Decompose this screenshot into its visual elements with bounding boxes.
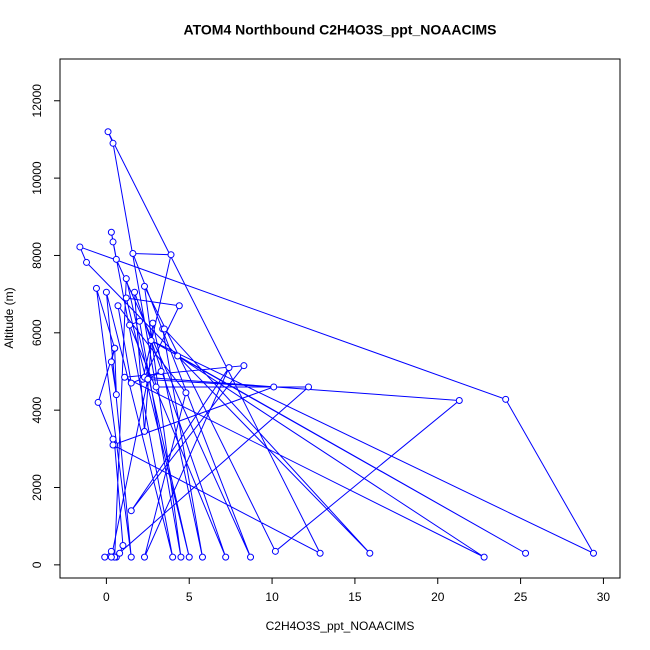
data-point bbox=[182, 389, 190, 397]
x-tick-label: 15 bbox=[348, 590, 362, 604]
data-point bbox=[136, 317, 144, 325]
data-point bbox=[240, 362, 248, 370]
data-point bbox=[185, 553, 193, 561]
y-tick-label: 12000 bbox=[30, 84, 44, 118]
data-point bbox=[198, 553, 206, 561]
data-point bbox=[129, 250, 137, 258]
data-point bbox=[167, 251, 175, 259]
data-point bbox=[76, 243, 84, 251]
data-point bbox=[121, 373, 129, 381]
y-axis-label: Altitude (m) bbox=[2, 287, 16, 348]
data-point bbox=[109, 435, 117, 443]
x-tick-label: 10 bbox=[265, 590, 279, 604]
data-point bbox=[94, 398, 102, 406]
data-point bbox=[102, 288, 110, 296]
data-point bbox=[127, 553, 135, 561]
data-point bbox=[502, 395, 510, 403]
y-tick-label: 2000 bbox=[30, 474, 44, 501]
data-point bbox=[366, 549, 374, 557]
data-point bbox=[480, 553, 488, 561]
data-point bbox=[175, 302, 183, 310]
x-tick-label: 30 bbox=[597, 590, 611, 604]
data-point bbox=[147, 337, 155, 345]
data-point bbox=[169, 553, 177, 561]
data-point bbox=[109, 238, 117, 246]
data-point bbox=[160, 325, 168, 333]
data-point bbox=[225, 364, 233, 372]
data-point bbox=[114, 302, 122, 310]
data-point bbox=[222, 553, 230, 561]
data-point bbox=[126, 321, 134, 329]
x-tick-label: 25 bbox=[514, 590, 528, 604]
data-point bbox=[455, 396, 463, 404]
data-point bbox=[140, 553, 148, 561]
data-point bbox=[112, 391, 120, 399]
data-point bbox=[122, 275, 130, 283]
data-point bbox=[589, 549, 597, 557]
data-point bbox=[316, 549, 324, 557]
y-tick-label: 10000 bbox=[30, 161, 44, 195]
data-point bbox=[112, 255, 120, 263]
data-point bbox=[116, 549, 124, 557]
data-point bbox=[157, 367, 165, 375]
data-point bbox=[122, 294, 130, 302]
data-point bbox=[271, 547, 279, 555]
y-tick-label: 4000 bbox=[30, 396, 44, 423]
data-point bbox=[174, 352, 182, 360]
chart-title: ATOM4 Northbound C2H4O3S_ppt_NOAACIMS bbox=[184, 22, 497, 38]
x-axis-label: C2H4O3S_ppt_NOAACIMS bbox=[266, 619, 415, 633]
data-point bbox=[270, 383, 278, 391]
data-point bbox=[144, 375, 152, 383]
data-point bbox=[127, 507, 135, 515]
data-point bbox=[305, 383, 313, 391]
data-point bbox=[522, 549, 530, 557]
data-point bbox=[109, 441, 117, 449]
data-point bbox=[107, 228, 115, 236]
data-point bbox=[119, 542, 127, 550]
data-point bbox=[177, 553, 185, 561]
x-tick-label: 0 bbox=[103, 590, 110, 604]
data-point bbox=[101, 553, 109, 561]
data-point bbox=[247, 553, 255, 561]
data-point bbox=[107, 553, 115, 561]
data-point bbox=[152, 383, 160, 391]
y-tick-label: 8000 bbox=[30, 242, 44, 269]
y-tick-label: 6000 bbox=[30, 319, 44, 346]
data-point bbox=[109, 139, 117, 147]
data-point bbox=[111, 344, 119, 352]
data-point bbox=[83, 258, 91, 266]
y-tick-label: 0 bbox=[30, 561, 44, 568]
data-line bbox=[78, 131, 595, 559]
data-point bbox=[140, 427, 148, 435]
data-point bbox=[107, 547, 115, 555]
data-point bbox=[104, 128, 112, 136]
data-point bbox=[149, 319, 157, 327]
x-tick-label: 20 bbox=[431, 590, 445, 604]
data-point bbox=[127, 379, 135, 387]
data-point bbox=[92, 284, 100, 292]
x-tick-label: 5 bbox=[186, 590, 193, 604]
data-point bbox=[131, 288, 139, 296]
data-point bbox=[107, 358, 115, 366]
plot-frame bbox=[59, 58, 621, 579]
data-point bbox=[140, 282, 148, 290]
